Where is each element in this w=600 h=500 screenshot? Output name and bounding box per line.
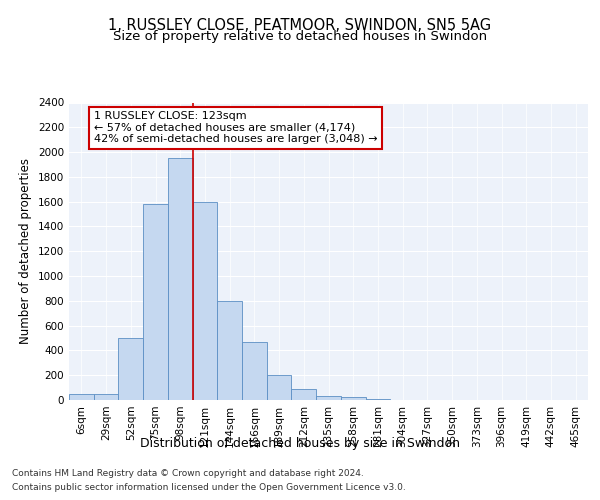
Bar	[316, 396, 341, 400]
Bar	[292, 389, 316, 400]
Text: Distribution of detached houses by size in Swindon: Distribution of detached houses by size …	[140, 438, 460, 450]
Bar	[341, 397, 365, 400]
Bar	[193, 202, 217, 400]
Bar	[69, 394, 94, 400]
Bar	[143, 204, 168, 400]
Bar	[365, 399, 390, 400]
Bar	[267, 375, 292, 400]
Bar	[94, 394, 118, 400]
Text: Contains public sector information licensed under the Open Government Licence v3: Contains public sector information licen…	[12, 484, 406, 492]
Bar	[168, 158, 193, 400]
Bar	[217, 301, 242, 400]
Text: Contains HM Land Registry data © Crown copyright and database right 2024.: Contains HM Land Registry data © Crown c…	[12, 469, 364, 478]
Text: Size of property relative to detached houses in Swindon: Size of property relative to detached ho…	[113, 30, 487, 43]
Text: 1, RUSSLEY CLOSE, PEATMOOR, SWINDON, SN5 5AG: 1, RUSSLEY CLOSE, PEATMOOR, SWINDON, SN5…	[109, 18, 491, 32]
Bar	[242, 342, 267, 400]
Bar	[118, 338, 143, 400]
Text: 1 RUSSLEY CLOSE: 123sqm
← 57% of detached houses are smaller (4,174)
42% of semi: 1 RUSSLEY CLOSE: 123sqm ← 57% of detache…	[94, 111, 377, 144]
Y-axis label: Number of detached properties: Number of detached properties	[19, 158, 32, 344]
